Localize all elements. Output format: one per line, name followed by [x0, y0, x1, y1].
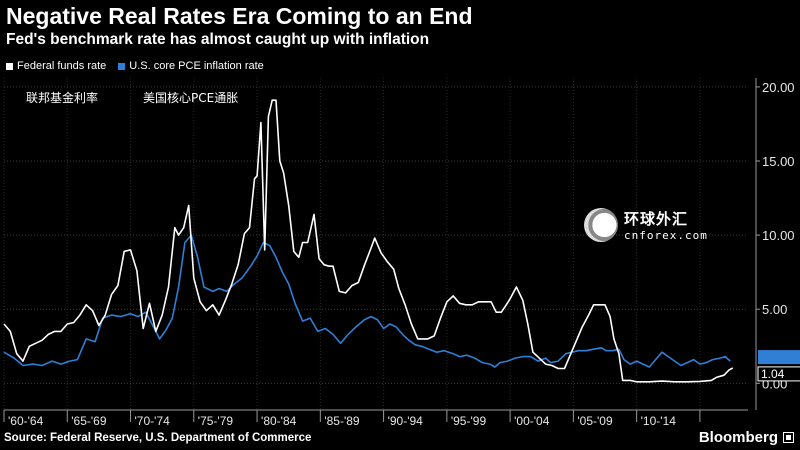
x-tick-label: '60-'64 [8, 414, 44, 428]
last-value-label-fed-funds: 1.04 [761, 367, 785, 381]
chart-subtitle: Fed's benchmark rate has almost caught u… [6, 31, 430, 48]
watermark-logo-icon [584, 208, 618, 242]
x-tick-label: '90-'94 [388, 414, 424, 428]
last-value-box-fed-funds [757, 366, 800, 382]
chart-title: Negative Real Rates Era Coming to an End [6, 3, 473, 29]
x-tick-label: '80-'84 [261, 414, 297, 428]
y-tick-label: 20.00 [762, 80, 795, 95]
y-tick-label: 10.00 [762, 228, 795, 243]
legend-label-core-pce: U.S. core PCE inflation rate [129, 60, 264, 72]
watermark-cn-text: 环球外汇 [624, 211, 689, 228]
x-tick-label: '85-'89 [324, 414, 360, 428]
x-tick-label: '05-'09 [577, 414, 613, 428]
legend-item-core-pce: U.S. core PCE inflation rate [118, 60, 264, 72]
x-tick-label: '65-'69 [71, 414, 107, 428]
last-value-box-core-pce [758, 350, 800, 365]
x-tick-label: '10-'14 [641, 414, 677, 428]
series-line-fed-funds [3, 99, 734, 383]
series-line-core-pce [3, 234, 731, 368]
legend: Federal funds rate U.S. core PCE inflati… [6, 60, 264, 72]
annotation-core-pce-cn: 美国核心PCE通胀 [143, 91, 238, 105]
bloomberg-logo-icon [783, 432, 794, 443]
legend-label-fed-funds: Federal funds rate [17, 60, 107, 72]
watermark-en-text: cnforex.com [624, 229, 708, 242]
watermark: 环球外汇 cnforex.com [584, 208, 708, 242]
annotation-fed-funds-cn: 联邦基金利率 [26, 90, 98, 105]
legend-swatch-fed-funds [6, 62, 13, 70]
source-note: Source: Federal Reserve, U.S. Department… [4, 432, 312, 444]
x-tick-label: '75-'79 [198, 414, 234, 428]
y-tick-label: 5.00 [762, 302, 787, 317]
legend-swatch-core-pce [118, 62, 126, 70]
bloomberg-brand: Bloomberg [698, 429, 778, 446]
x-tick-label: '70-'74 [135, 414, 171, 428]
legend-item-fed-funds: Federal funds rate [6, 60, 106, 72]
x-tick-label: '95-'99 [451, 414, 487, 428]
x-tick-label: '00-'04 [514, 414, 550, 428]
y-tick-label: 15.00 [762, 154, 795, 169]
